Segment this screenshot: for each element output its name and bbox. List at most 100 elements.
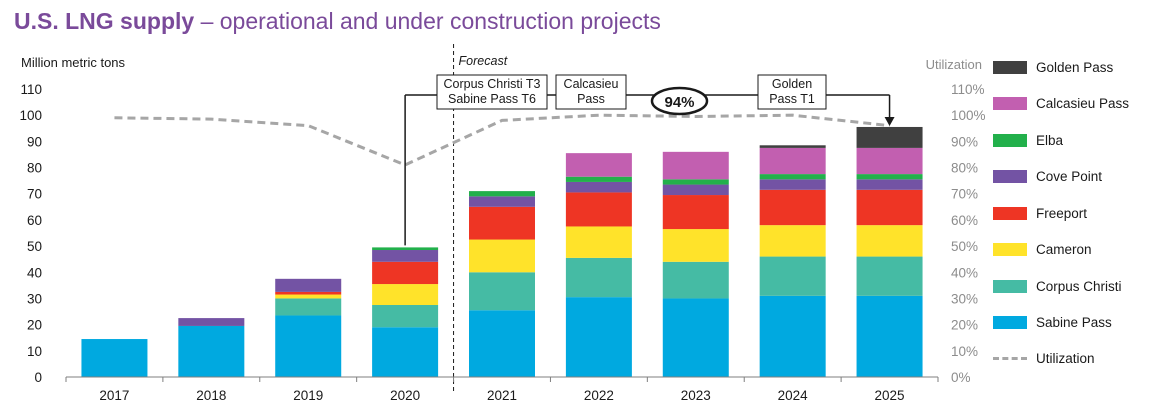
y2-tick-label: 100% [951,108,986,123]
bar-elba [565,176,632,182]
x-tick-label: 2022 [584,388,614,403]
legend-swatch [993,279,1027,293]
chart-title-rest: – operational and under construction pro… [194,8,661,34]
legend-label: Cove Point [1036,169,1103,184]
bar-sabine-pass [856,295,923,377]
y-tick-label: 100 [19,108,42,123]
legend-item-golden-pass: Golden Pass [993,58,1113,76]
bar-freeport [275,291,342,295]
bar-corpus-christi [856,256,923,296]
legend-item-elba: Elba [993,131,1063,149]
bar-freeport [856,189,923,226]
legend-label: Cameron [1036,242,1092,257]
bar-freeport [565,192,632,227]
bar-corpus-christi [759,256,826,296]
y-tick-label: 90 [27,134,42,149]
bar-calcasieu-pass [759,147,826,175]
x-tick-label: 2025 [875,388,905,403]
utilization-line [114,113,890,167]
bar-corpus-christi [372,305,439,328]
bar-cove-point [469,196,535,207]
annotation-calcasieu-text: Calcasieu [564,77,619,91]
legend-label: Corpus Christi [1036,278,1122,294]
y2-tick-label: 30% [951,291,978,306]
bar-elba [759,174,826,180]
y2-tick-label: 110% [951,82,985,97]
x-tick-label: 2020 [390,388,420,403]
legend-item-cove-point: Cove Point [993,168,1102,186]
legend-item-cameron: Cameron [993,241,1092,259]
legend-swatch [993,243,1027,256]
bar-cameron [662,229,729,262]
legend-item-calcasieu-pass: Calcasieu Pass [993,95,1129,113]
bar-sabine-pass [469,310,535,377]
bar-freeport [662,195,729,230]
y-tick-label: 70 [27,187,42,202]
y2-tick-label: 20% [951,318,978,333]
annotation-golden-pass-text: Pass T1 [769,92,815,106]
legend-swatch [993,133,1027,147]
annotation-arrowhead [884,116,895,126]
bar-golden-pass [856,126,923,148]
legend-dash [993,356,1027,360]
legend-label: Calcasieu Pass [1036,96,1130,111]
legend-item-utilization: Utilization [993,349,1095,367]
bar-corpus-christi [662,261,729,299]
annotation-utilization-94-outline [650,86,709,116]
annotation-corpus-sabine-box [436,74,548,110]
y-tick-label: 0 [34,370,42,385]
y-tick-label: 80 [27,161,42,176]
y-tick-label: 40 [27,265,42,280]
annotation-utilization-94-text: 94% [664,94,694,111]
bar-sabine-pass [81,339,148,377]
x-tick-label: 2021 [487,388,517,403]
bar-cove-point [178,318,245,326]
bar-cove-point [662,184,729,196]
y-tick-label: 110 [20,82,42,97]
y2-tick-label: 70% [951,187,978,202]
annotation-golden-pass-text: Golden [772,77,812,91]
bar-cove-point [856,179,923,190]
y2-tick-label: 40% [951,265,978,280]
y-tick-label: 10 [27,344,42,359]
y-tick-label: 60 [27,213,42,228]
x-tick-label: 2017 [99,388,129,403]
bar-corpus-christi [275,298,342,316]
legend-label: Elba [1036,132,1064,148]
bar-elba [372,247,439,251]
y-tick-label: 20 [27,318,42,333]
bar-cameron [275,294,342,299]
y2-tick-label: 50% [951,239,978,254]
bar-cove-point [565,181,632,193]
y2-tick-label: 60% [951,213,978,228]
annotation-golden-pass-box [757,74,827,110]
y2-tick-label: 0% [951,370,971,385]
legend-swatch [993,316,1027,329]
annotation-calcasieu-text: Pass [577,92,605,106]
x-tick-label: 2023 [681,388,711,403]
bar-corpus-christi [469,272,535,311]
y2-axis-title: Utilization [926,57,982,72]
legend-swatch [993,206,1027,220]
y2-tick-label: 80% [951,161,978,176]
bar-cove-point [759,179,826,190]
bar-elba [856,174,923,180]
bar-cameron [565,226,632,258]
bar-cameron [469,239,535,273]
bar-sabine-pass [275,315,342,377]
bar-sabine-pass [178,325,245,377]
y-axis-title: Million metric tons [21,55,126,70]
annotation-corpus-sabine-text: Corpus Christi T3 [443,77,540,91]
x-tick-label: 2019 [293,388,323,403]
y-tick-label: 30 [27,291,42,306]
y-tick-label: 50 [27,239,42,254]
annotation-calcasieu-box [555,74,627,110]
legend-item-corpus-christi: Corpus Christi [993,277,1122,295]
chart-title: U.S. LNG supply – operational and under … [14,8,661,35]
legend-swatch [993,60,1027,74]
forecast-label: Forecast [459,54,508,68]
bar-elba [469,191,535,197]
bar-cove-point [372,250,439,262]
bar-calcasieu-pass [856,147,923,175]
